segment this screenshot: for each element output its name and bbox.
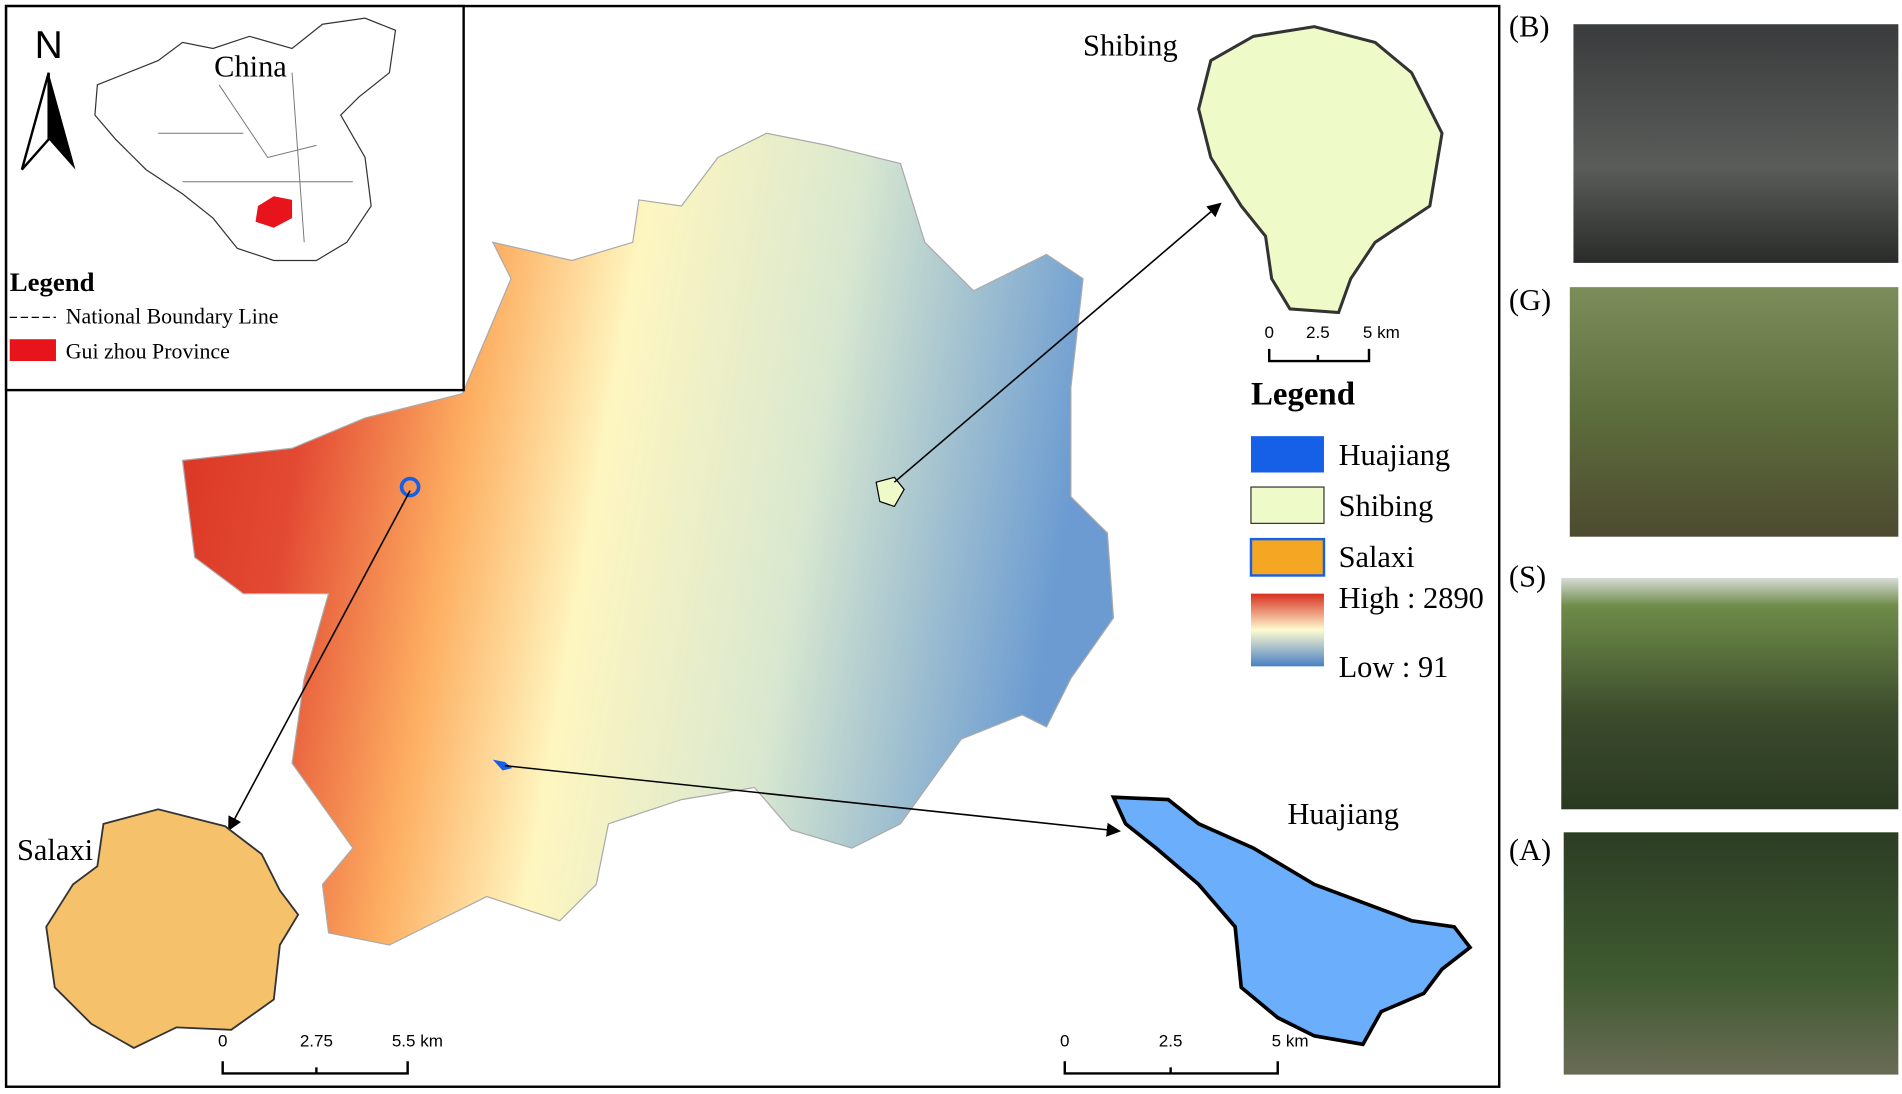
scale-label: 2.5	[1159, 1032, 1183, 1051]
salaxi-site	[399, 476, 421, 498]
scale-label: 5.5 km	[392, 1032, 443, 1051]
legend-title: Legend	[1251, 377, 1355, 413]
scale-label: 0	[1060, 1032, 1069, 1051]
scale-label: 0	[1264, 323, 1273, 342]
photo-label: (A)	[1509, 833, 1551, 867]
scale-bar	[221, 1061, 409, 1075]
photo	[1569, 287, 1899, 537]
scale-label: 5 km	[1363, 323, 1400, 342]
scale-label: 0	[218, 1032, 227, 1051]
country-label: China	[214, 49, 287, 83]
inset-legend-title: Legend	[10, 267, 95, 297]
legend-label: High : 2890	[1339, 581, 1484, 615]
shibing-shape	[1197, 25, 1444, 315]
photo-label: (S)	[1509, 559, 1546, 593]
legend-swatch	[9, 339, 56, 362]
scale-label: 5 km	[1272, 1032, 1309, 1051]
arrow	[504, 764, 1121, 837]
legend-swatch	[1250, 486, 1325, 524]
legend-ramp	[1250, 593, 1324, 667]
site-label: Salaxi	[17, 833, 93, 867]
shibing-site	[875, 476, 905, 508]
site-label: Huajiang	[1287, 797, 1398, 831]
scale-label: 2.5	[1306, 323, 1330, 342]
photo	[1563, 832, 1899, 1075]
huajiang-shape	[1110, 795, 1473, 1047]
huajiang-site	[492, 759, 513, 771]
salaxi-shape	[45, 808, 300, 1049]
legend-swatch	[1249, 537, 1326, 577]
site-label: Shibing	[1083, 29, 1178, 63]
legend-label: Salaxi	[1339, 540, 1415, 574]
photo	[1573, 24, 1899, 263]
province-lines	[158, 72, 353, 243]
photo-label: (G)	[1509, 283, 1551, 317]
scale-label: 2.75	[300, 1032, 333, 1051]
legend-label: Shibing	[1339, 489, 1434, 523]
legend-label: National Boundary Line	[66, 305, 279, 329]
photo	[1561, 577, 1899, 810]
guizhou-inset	[255, 196, 293, 228]
legend-label: Low : 91	[1339, 650, 1449, 684]
north-label: N	[35, 24, 63, 67]
photo-label: (B)	[1509, 9, 1550, 43]
scale-bar	[1268, 348, 1371, 363]
china-outline	[94, 17, 397, 262]
scale-bar	[1063, 1061, 1279, 1075]
arrow	[893, 202, 1222, 483]
arrow	[228, 490, 411, 832]
legend-swatch	[1250, 436, 1324, 473]
legend-label: Huajiang	[1339, 438, 1450, 472]
guizhou-dem	[181, 132, 1115, 946]
legend-label: Gui zhou Province	[66, 340, 230, 364]
